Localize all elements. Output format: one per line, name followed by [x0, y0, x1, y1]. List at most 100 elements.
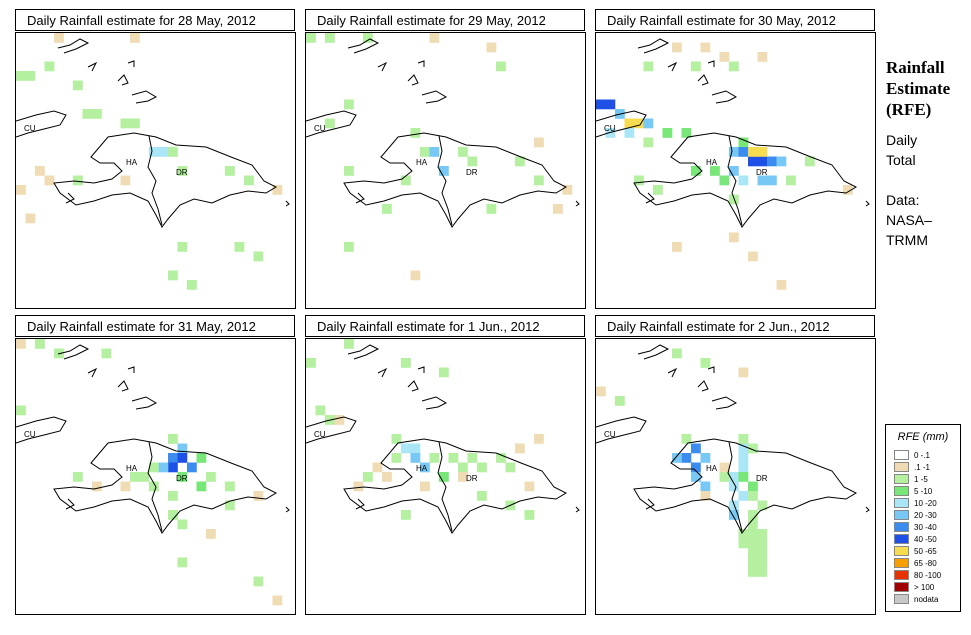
country-label: HA — [126, 158, 138, 167]
rainfall-cell — [120, 175, 131, 186]
rainfall-cell — [691, 443, 701, 454]
country-label: CU — [604, 430, 616, 439]
country-label: DR — [756, 168, 768, 177]
rainfall-cell — [729, 481, 739, 492]
rainfall-cell — [691, 166, 701, 176]
rainfall-cell — [439, 472, 449, 482]
rainfall-cell — [177, 472, 188, 482]
rainfall-cell — [757, 175, 768, 186]
rainfall-cell — [177, 443, 188, 454]
coastline — [131, 90, 158, 104]
rainfall-cell — [382, 472, 392, 482]
country-label: DR — [466, 168, 478, 177]
rainfall-cell — [757, 557, 768, 568]
coastline — [343, 438, 568, 534]
rainfall-cell — [748, 481, 758, 492]
rainfall-cell — [410, 453, 421, 463]
rainfall-cell — [624, 128, 635, 138]
rainfall-cell — [272, 185, 283, 195]
rainfall-cell — [562, 185, 573, 195]
rainfall-cell — [786, 175, 796, 186]
rainfall-cell — [225, 500, 235, 511]
rainfall-cell — [168, 453, 178, 463]
rainfall-cell — [534, 434, 544, 444]
rainfall-cell — [177, 242, 188, 252]
rainfall-cell — [605, 99, 616, 110]
country-label: HA — [126, 464, 138, 473]
rainfall-cell — [524, 481, 535, 492]
rainfall-cell — [729, 232, 739, 243]
rainfall-cell — [101, 348, 112, 359]
rainfall-cell — [149, 481, 159, 492]
rfe-title-line: (RFE) — [886, 100, 932, 119]
rainfall-cell — [325, 33, 335, 43]
rainfall-cell — [729, 166, 739, 176]
rainfall-cell — [410, 443, 421, 454]
coastline — [53, 438, 278, 534]
rainfall-cell — [458, 462, 468, 473]
rainfall-cell — [44, 175, 55, 186]
country-label: DR — [176, 474, 188, 483]
rainfall-cell — [363, 472, 373, 482]
rainfall-cell — [496, 61, 506, 72]
rainfall-cell — [92, 481, 102, 492]
period-line: Total — [886, 152, 916, 168]
rainfall-cell — [253, 491, 264, 501]
rainfall-cell — [429, 147, 440, 157]
rainfall-cell — [16, 185, 26, 195]
rainfall-cell — [35, 166, 45, 176]
rainfall-cell — [168, 491, 178, 501]
rainfall-cell — [429, 453, 440, 463]
rainfall-cell — [748, 567, 758, 577]
coastline — [596, 416, 647, 444]
rainfall-cell — [681, 434, 692, 444]
rainfall-cell — [757, 567, 768, 577]
rainfall-cell — [306, 358, 316, 368]
rainfall-cell — [130, 33, 140, 43]
panel-title: Daily Rainfall estimate for 1 Jun., 2012 — [305, 315, 585, 337]
rainfall-cell — [643, 61, 654, 72]
coastline — [633, 438, 858, 534]
rainfall-cell — [420, 481, 430, 492]
legend-label: 40 -50 — [914, 535, 937, 544]
coastline — [667, 367, 678, 378]
source-line: Data: — [886, 192, 920, 208]
rainfall-cell — [391, 434, 402, 444]
legend-label: > 100 — [914, 583, 935, 592]
panel-title: Daily Rainfall estimate for 28 May, 2012 — [15, 9, 295, 31]
coastline — [377, 367, 388, 378]
rainfall-cell — [672, 453, 682, 463]
legend-label: 80 -100 — [914, 571, 942, 580]
rainfall-cell — [73, 80, 83, 91]
rainfall-cell — [391, 453, 402, 463]
rainfall-cell — [748, 557, 758, 568]
rainfall-cell — [553, 204, 563, 214]
rainfall-cell — [344, 242, 354, 252]
rainfall-cell — [149, 147, 159, 157]
country-label: CU — [314, 124, 326, 133]
rainfall-cell — [401, 510, 411, 520]
coastline — [306, 110, 357, 138]
coastline — [645, 192, 655, 204]
country-border — [147, 441, 163, 532]
panel-title: Daily Rainfall estimate for 2 Jun., 2012 — [595, 315, 875, 337]
coastline — [16, 110, 67, 138]
coastline — [117, 380, 129, 392]
rainfall-cell — [843, 185, 853, 195]
rainfall-cell — [776, 156, 787, 167]
rainfall-cell — [729, 147, 739, 157]
legend-swatch — [894, 546, 909, 556]
rainfall-cell — [748, 519, 758, 530]
legend-swatch — [894, 570, 909, 580]
rainfall-cell — [54, 33, 64, 43]
rainfall-cell — [344, 339, 354, 349]
rainfall-cell — [738, 434, 749, 444]
rainfall-cell — [253, 576, 264, 587]
country-label: HA — [706, 464, 718, 473]
rainfall-cell — [410, 128, 421, 138]
panel-title: Daily Rainfall estimate for 31 May, 2012 — [15, 315, 295, 337]
legend-swatch — [894, 486, 909, 496]
rainfall-cell — [738, 453, 749, 463]
country-label: DR — [176, 168, 188, 177]
rainfall-cell — [738, 462, 749, 473]
